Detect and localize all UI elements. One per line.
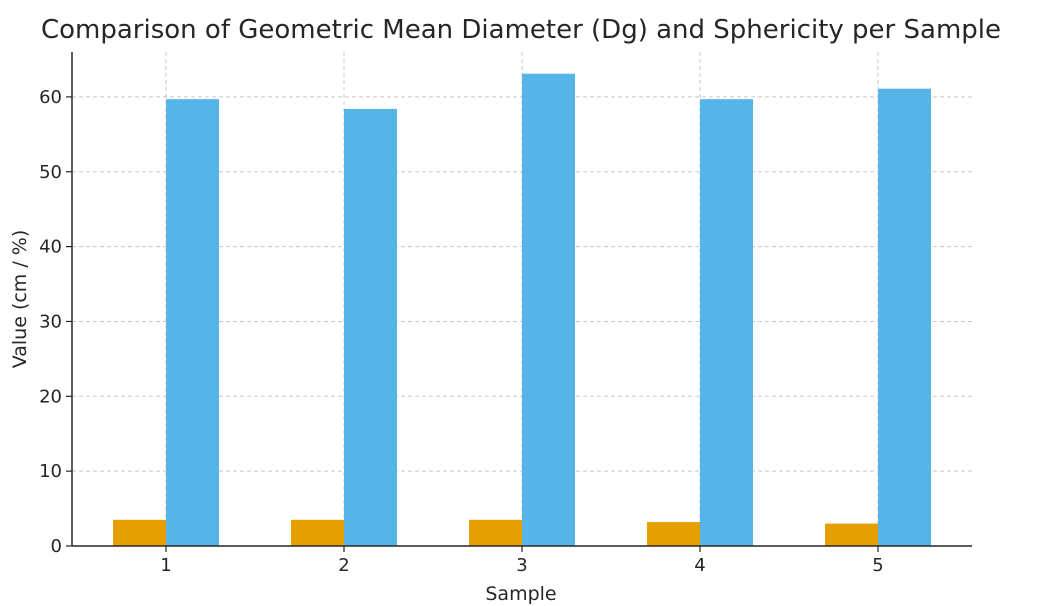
x-tick-label: 1 (160, 555, 171, 576)
y-tick-label: 0 (51, 536, 62, 557)
x-tick-label: 5 (872, 555, 883, 576)
y-axis-label: Value (cm / %) (9, 230, 31, 369)
ticks: 0 10 20 30 40 50 60 1 2 3 4 5 (39, 87, 884, 576)
bars (113, 73, 931, 547)
bar-series-1 (469, 519, 522, 546)
y-tick-label: 30 (39, 311, 62, 332)
bar-series-1 (113, 519, 166, 546)
x-tick-label: 4 (694, 555, 705, 576)
bar-series-2 (344, 108, 397, 546)
y-tick-label: 20 (39, 386, 62, 407)
x-axis-label: Sample (485, 583, 556, 605)
y-tick-label: 10 (39, 461, 62, 482)
bar-series-2 (878, 88, 931, 547)
y-tick-label: 40 (39, 237, 62, 258)
chart-title: Comparison of Geometric Mean Diameter (D… (41, 15, 1001, 45)
bar-series-2 (166, 99, 219, 547)
bar-series-2 (522, 73, 575, 547)
bar-series-1 (647, 522, 700, 546)
y-tick-label: 50 (39, 162, 62, 183)
x-tick-label: 2 (338, 555, 349, 576)
y-tick-label: 60 (39, 87, 62, 108)
x-tick-label: 3 (516, 555, 527, 576)
bar-series-1 (291, 519, 344, 546)
bar-series-2 (700, 99, 753, 547)
bar-series-1 (825, 523, 878, 546)
